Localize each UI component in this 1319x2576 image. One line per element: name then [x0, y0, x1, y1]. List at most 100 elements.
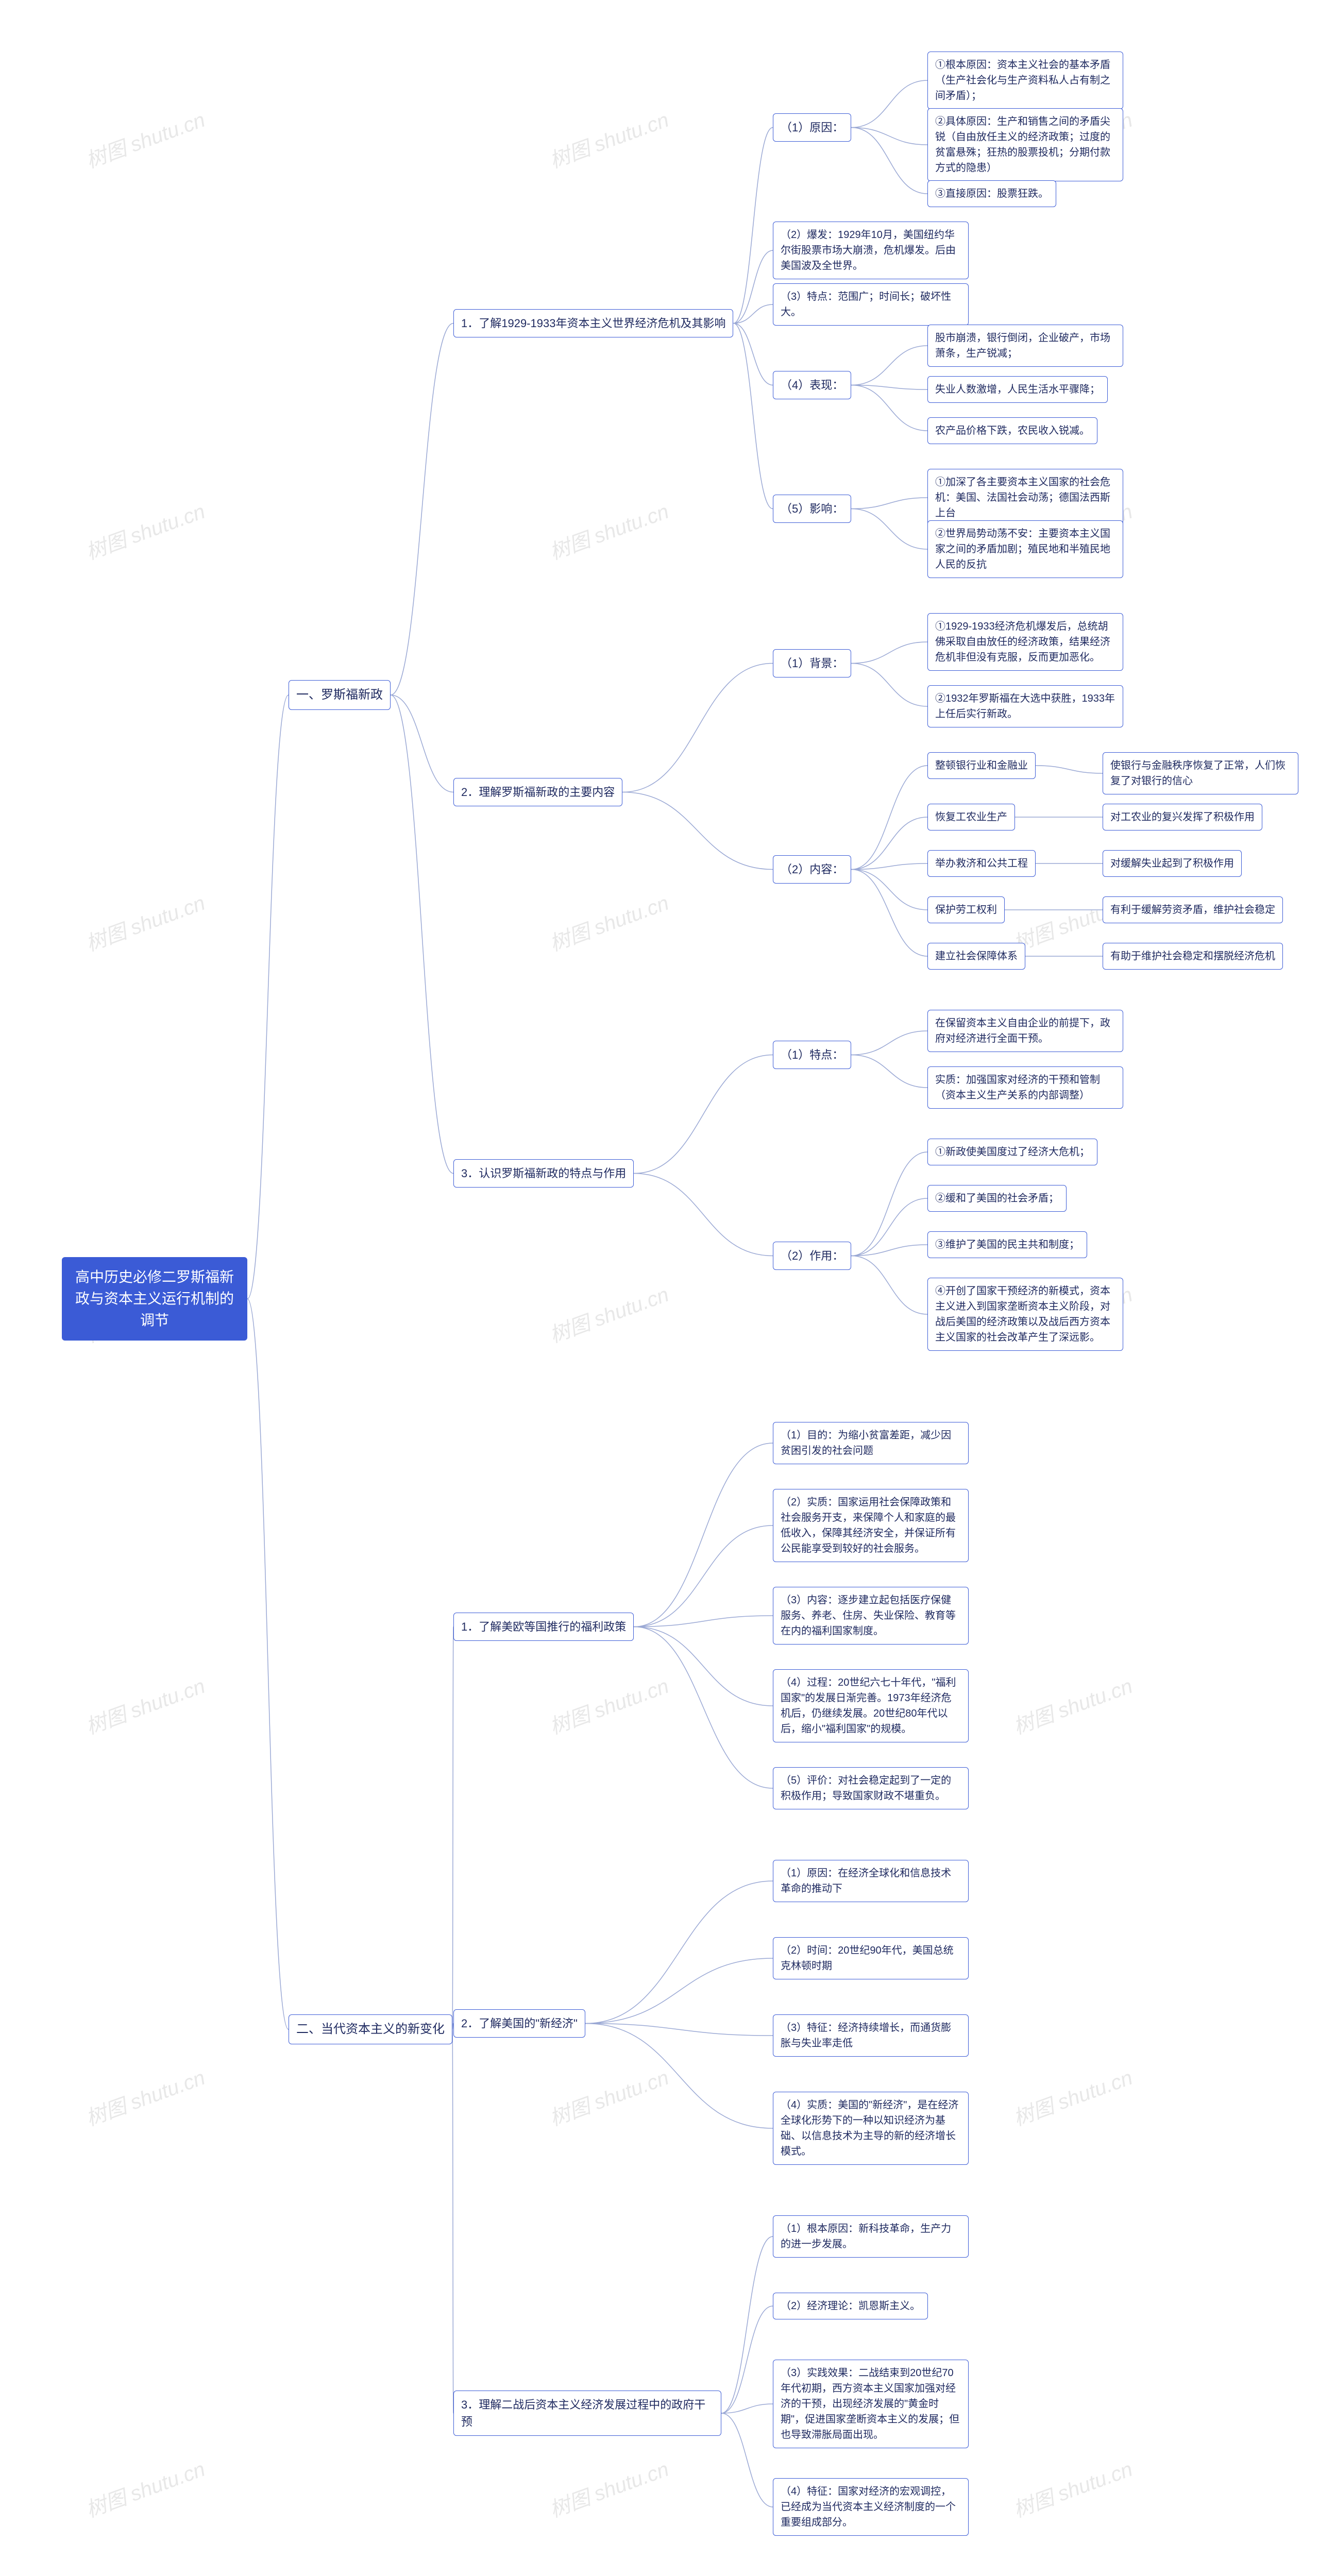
sub-node: 使银行与金融秩序恢复了正常，人们恢复了对银行的信心	[1103, 752, 1298, 794]
leaf-label: （4）过程：20世纪六七十年代，"福利国家"的发展日渐完善。1973年经济危机后…	[781, 1677, 956, 1735]
topic-node: 1．了解美欧等国推行的福利政策	[453, 1613, 634, 1641]
group-label: （5）影响：	[781, 502, 843, 515]
leaf-label: （3）内容：逐步建立起包括医疗保健服务、养老、住房、失业保险、教育等在内的福利国…	[781, 1595, 956, 1637]
leaf-label: 股市崩溃，银行倒闭，企业破产，市场萧条，生产锐减；	[935, 332, 1110, 359]
leaf-label: 实质：加强国家对经济的干预和管制（资本主义生产关系的内部调整）	[935, 1074, 1100, 1101]
leaf-label: ②1932年罗斯福在大选中获胜，1933年上任后实行新政。	[935, 693, 1115, 720]
sub-node: 对工农业的复兴发挥了积极作用	[1103, 804, 1262, 831]
leaf-node: ②缓和了美国的社会矛盾；	[927, 1185, 1067, 1212]
leaf-node: ①加深了各主要资本主义国家的社会危机：美国、法国社会动荡；德国法西斯上台	[927, 469, 1123, 527]
watermark: 树图 shutu.cn	[1008, 2452, 1136, 2523]
leaf-node: 整顿银行业和金融业	[927, 752, 1036, 779]
group-label: （1）背景：	[781, 657, 843, 670]
topic-node: 2．理解罗斯福新政的主要内容	[453, 778, 622, 806]
section-label: 二、当代资本主义的新变化	[296, 2022, 445, 2036]
watermark: 树图 shutu.cn	[81, 495, 209, 565]
leaf-node: 保护劳工权利	[927, 896, 1005, 923]
watermark: 树图 shutu.cn	[545, 886, 672, 957]
leaf-label: ②具体原因：生产和销售之间的矛盾尖锐（自由放任主义的经济政策；过度的贫富悬殊；狂…	[935, 116, 1110, 174]
group-node: （1）背景：	[773, 649, 851, 677]
topic-label: 1．了解1929-1933年资本主义世界经济危机及其影响	[461, 317, 725, 330]
leaf-node: 在保留资本主义自由企业的前提下，政府对经济进行全面干预。	[927, 1010, 1123, 1052]
leaf-label: （1）目的：为缩小贫富差距，减少因贫困引发的社会问题	[781, 1430, 951, 1456]
leaf-label: （1）根本原因：新科技革命，生产力的进一步发展。	[781, 2223, 951, 2250]
leaf-node: ①根本原因：资本主义社会的基本矛盾（生产社会化与生产资料私人占有制之间矛盾）；	[927, 52, 1123, 109]
leaf-node: 实质：加强国家对经济的干预和管制（资本主义生产关系的内部调整）	[927, 1066, 1123, 1109]
watermark: 树图 shutu.cn	[1008, 2061, 1136, 2131]
watermark: 树图 shutu.cn	[81, 886, 209, 957]
leaf-label: （5）评价：对社会稳定起到了一定的积极作用；导致国家财政不堪重负。	[781, 1775, 951, 1802]
watermark: 树图 shutu.cn	[545, 103, 672, 174]
leaf-label: （3）特征：经济持续增长，而通货膨胀与失业率走低	[781, 2022, 951, 2049]
sub-node: 有利于缓解劳资矛盾，维护社会稳定	[1103, 896, 1283, 923]
leaf-node: （1）目的：为缩小贫富差距，减少因贫困引发的社会问题	[773, 1422, 969, 1464]
topic-node: 2．了解美国的"新经济"	[453, 2009, 585, 2038]
watermark: 树图 shutu.cn	[545, 1669, 672, 1740]
leaf-label: ①根本原因：资本主义社会的基本矛盾（生产社会化与生产资料私人占有制之间矛盾）；	[935, 59, 1110, 101]
topic-label: 2．了解美国的"新经济"	[461, 2017, 578, 2030]
leaf-node: ②世界局势动荡不安：主要资本主义国家之间的矛盾加剧；殖民地和半殖民地人民的反抗	[927, 520, 1123, 578]
group-node: （1）特点：	[773, 1041, 851, 1069]
sub-label: 对缓解失业起到了积极作用	[1110, 858, 1234, 869]
leaf-node: ①1929-1933经济危机爆发后，总统胡佛采取自由放任的经济政策，结果经济危机…	[927, 613, 1123, 671]
leaf-node: （2）时间：20世纪90年代，美国总统克林顿时期	[773, 1937, 969, 1979]
leaf-node: （5）评价：对社会稳定起到了一定的积极作用；导致国家财政不堪重负。	[773, 1767, 969, 1809]
section-node: 一、罗斯福新政	[289, 680, 391, 710]
leaf-label: （3）特点：范围广；时间长；破坏性大。	[781, 291, 951, 318]
watermark: 树图 shutu.cn	[1008, 1669, 1136, 1740]
topic-node: 3．理解二战后资本主义经济发展过程中的政府干预	[453, 2391, 721, 2436]
sub-label: 有助于维护社会稳定和摆脱经济危机	[1110, 951, 1275, 962]
leaf-label: ④开创了国家干预经济的新模式，资本主义进入到国家垄断资本主义阶段，对战后美国的经…	[935, 1285, 1110, 1343]
watermark: 树图 shutu.cn	[81, 2452, 209, 2523]
leaf-node: （3）特点：范围广；时间长；破坏性大。	[773, 283, 969, 326]
group-label: （2）作用：	[781, 1249, 843, 1262]
group-label: （1）原因：	[781, 121, 843, 134]
leaf-node: 建立社会保障体系	[927, 943, 1025, 970]
leaf-label: ②世界局势动荡不安：主要资本主义国家之间的矛盾加剧；殖民地和半殖民地人民的反抗	[935, 528, 1110, 570]
group-node: （4）表现：	[773, 371, 851, 399]
leaf-node: ③直接原因：股票狂跌。	[927, 180, 1056, 207]
watermark: 树图 shutu.cn	[545, 2061, 672, 2131]
leaf-label: ③维护了美国的民主共和制度；	[935, 1239, 1079, 1250]
leaf-label: （2）爆发：1929年10月，美国纽约华尔街股票市场大崩溃，危机爆发。后由美国波…	[781, 229, 956, 272]
leaf-node: ④开创了国家干预经济的新模式，资本主义进入到国家垄断资本主义阶段，对战后美国的经…	[927, 1278, 1123, 1351]
mindmap-canvas: 高中历史必修二罗斯福新政与资本主义运行机制的调节 一、罗斯福新政 1．了解192…	[21, 21, 1298, 2576]
group-node: （5）影响：	[773, 495, 851, 523]
leaf-node: （2）经济理论：凯恩斯主义。	[773, 2293, 928, 2319]
leaf-node: 恢复工农业生产	[927, 804, 1015, 831]
leaf-node: ②1932年罗斯福在大选中获胜，1933年上任后实行新政。	[927, 685, 1123, 727]
topic-node: 1．了解1929-1933年资本主义世界经济危机及其影响	[453, 309, 733, 337]
group-label: （1）特点：	[781, 1048, 843, 1061]
topic-label: 1．了解美欧等国推行的福利政策	[461, 1620, 626, 1633]
section-label: 一、罗斯福新政	[296, 688, 383, 702]
leaf-label: ①新政使美国度过了经济大危机；	[935, 1146, 1090, 1158]
topic-label: 2．理解罗斯福新政的主要内容	[461, 786, 615, 799]
leaf-node: （3）内容：逐步建立起包括医疗保健服务、养老、住房、失业保险、教育等在内的福利国…	[773, 1587, 969, 1645]
leaf-label: （2）经济理论：凯恩斯主义。	[781, 2300, 920, 2312]
leaf-node: （2）爆发：1929年10月，美国纽约华尔街股票市场大崩溃，危机爆发。后由美国波…	[773, 222, 969, 279]
leaf-label: （2）实质：国家运用社会保障政策和社会服务开支，来保障个人和家庭的最低收入，保障…	[781, 1497, 956, 1554]
leaf-node: 股市崩溃，银行倒闭，企业破产，市场萧条，生产锐减；	[927, 325, 1123, 367]
leaf-node: （4）过程：20世纪六七十年代，"福利国家"的发展日渐完善。1973年经济危机后…	[773, 1669, 969, 1742]
topic-node: 3．认识罗斯福新政的特点与作用	[453, 1159, 634, 1188]
leaf-label: 农产品价格下跌，农民收入锐减。	[935, 425, 1090, 436]
group-label: （4）表现：	[781, 379, 843, 392]
group-node: （1）原因：	[773, 113, 851, 142]
leaf-label: （3）实践效果：二战结束到20世纪70年代初期，西方资本主义国家加强对经济的干预…	[781, 2367, 959, 2441]
leaf-label: ①1929-1933经济危机爆发后，总统胡佛采取自由放任的经济政策，结果经济危机…	[935, 621, 1110, 663]
leaf-node: （3）实践效果：二战结束到20世纪70年代初期，西方资本主义国家加强对经济的干预…	[773, 2360, 969, 2448]
leaf-label: 恢复工农业生产	[935, 811, 1007, 823]
leaf-node: （2）实质：国家运用社会保障政策和社会服务开支，来保障个人和家庭的最低收入，保障…	[773, 1489, 969, 1562]
leaf-label: （4）实质：美国的"新经济"，是在经济全球化形势下的一种以知识经济为基础、以信息…	[781, 2099, 958, 2157]
leaf-node: 失业人数激增，人民生活水平骤降；	[927, 376, 1108, 403]
leaf-node: （1）根本原因：新科技革命，生产力的进一步发展。	[773, 2215, 969, 2258]
watermark: 树图 shutu.cn	[81, 103, 209, 174]
leaf-label: ③直接原因：股票狂跌。	[935, 188, 1049, 199]
leaf-node: （1）原因：在经济全球化和信息技术革命的推动下	[773, 1860, 969, 1902]
leaf-node: ③维护了美国的民主共和制度；	[927, 1231, 1087, 1258]
leaf-node: 农产品价格下跌，农民收入锐减。	[927, 417, 1097, 444]
watermark: 树图 shutu.cn	[81, 2061, 209, 2131]
sub-node: 对缓解失业起到了积极作用	[1103, 850, 1242, 877]
group-node: （2）内容：	[773, 855, 851, 884]
watermark: 树图 shutu.cn	[81, 1669, 209, 1740]
